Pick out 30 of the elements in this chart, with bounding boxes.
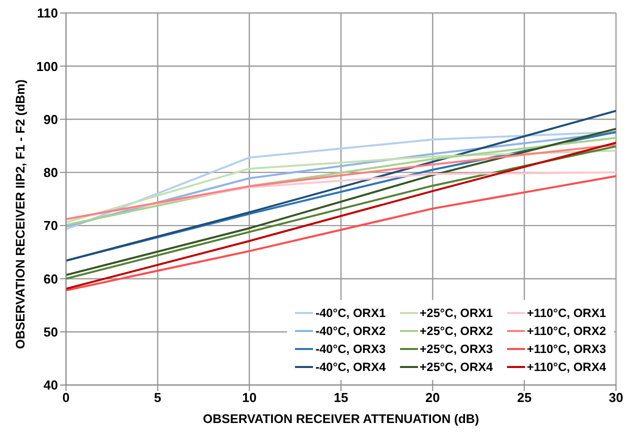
y-tick-label: 40 [44, 378, 58, 393]
x-tick-label: 10 [242, 390, 257, 406]
legend-label: -40°C, ORX1 [315, 306, 386, 320]
y-tick-label: 90 [44, 112, 58, 127]
y-tick-label: 80 [44, 165, 58, 180]
x-tick-label: 0 [62, 390, 70, 406]
x-tick-label: 25 [517, 390, 532, 406]
legend-label: +110°C, ORX1 [526, 306, 606, 320]
legend-label: +25°C, ORX1 [420, 306, 493, 320]
legend-label: -40°C, ORX4 [315, 360, 386, 374]
legend-label: -40°C, ORX3 [315, 342, 386, 356]
y-tick-label: 70 [44, 218, 58, 234]
x-tick-label: 15 [334, 390, 348, 406]
legend-label: -40°C, ORX2 [315, 324, 386, 338]
line-series [66, 175, 616, 292]
legend-label: +110°C, ORX4 [526, 360, 606, 374]
y-tick-label: 60 [44, 271, 58, 286]
x-tick-label: 30 [608, 390, 624, 406]
legend-label: +110°C, ORX2 [526, 324, 606, 338]
x-axis-title: OBSERVATION RECEIVER ATTENUATION (dB) [202, 412, 480, 426]
y-tick-label: 110 [37, 6, 58, 21]
y-tick-label: 100 [36, 58, 58, 74]
legend-label: +110°C, ORX3 [526, 342, 606, 356]
x-tick-label: 5 [154, 390, 162, 406]
x-tick-label: 20 [425, 390, 440, 406]
legend-label: +25°C, ORX3 [420, 342, 493, 356]
y-axis-title: OBSERVATION RECEIVER IIP2, F1 - F2 (dBm) [13, 80, 28, 349]
y-tick-label: 50 [44, 324, 58, 340]
legend-label: +25°C, ORX4 [420, 360, 493, 374]
legend-label: +25°C, ORX2 [420, 324, 493, 338]
